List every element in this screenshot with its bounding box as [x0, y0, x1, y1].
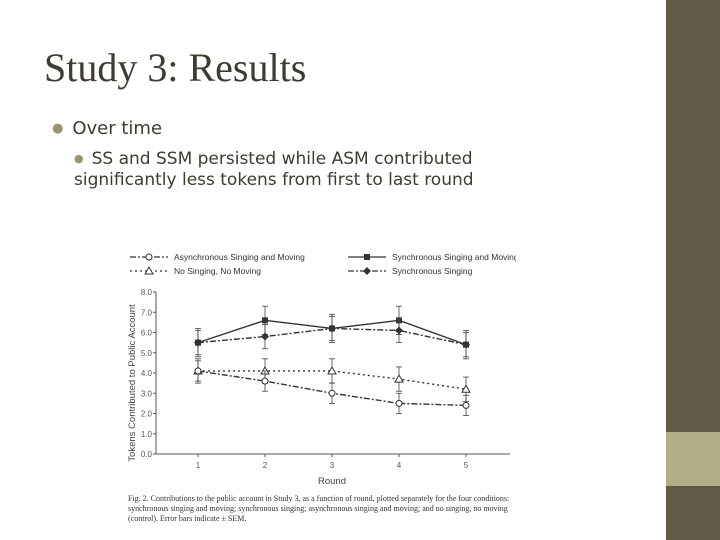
legend-label: Asynchronous Singing and Moving [174, 252, 305, 262]
data-point-shape [394, 374, 404, 383]
bullet-2-text: SS and SSM persisted while ASM contribut… [74, 149, 474, 190]
data-point-shape [262, 317, 268, 324]
data-point-shape [261, 377, 269, 385]
data-point [327, 365, 337, 375]
data-point [261, 332, 269, 341]
data-point [261, 377, 269, 385]
data-point [395, 399, 403, 407]
bullet-dot-icon: ● [74, 152, 84, 165]
x-axis-label: Round [318, 476, 346, 487]
x-tick-label: 5 [464, 461, 469, 470]
legend-marker-shape [364, 254, 370, 260]
bullet-1-text: Over time [72, 118, 163, 139]
legend-marker-shape [145, 253, 153, 261]
x-tick-label: 1 [196, 461, 201, 470]
y-tick-label: 8.0 [141, 288, 153, 297]
data-point [194, 338, 202, 347]
data-point-shape [327, 365, 337, 375]
legend-label: Synchronous Singing [392, 266, 473, 276]
data-point [328, 389, 336, 397]
data-point [462, 340, 470, 349]
data-point-shape [462, 401, 470, 409]
data-point-shape [395, 326, 403, 335]
y-tick-label: 1.0 [141, 430, 153, 439]
y-tick-label: 0.0 [141, 450, 153, 459]
line-chart: Asynchronous Singing and Moving Synchrono… [127, 252, 519, 487]
legend-marker [145, 253, 153, 261]
data-point-shape [461, 384, 471, 393]
data-point-shape [462, 340, 470, 349]
y-tick-label: 5.0 [141, 349, 153, 358]
sidebar-accent-block [666, 432, 720, 486]
bullet-level-2: ● SS and SSM persisted while ASM contribu… [74, 148, 534, 191]
data-point-shape [261, 332, 269, 341]
x-tick-label: 2 [263, 461, 268, 470]
bullet-level-1: ● Over time [52, 118, 162, 139]
legend-marker [144, 265, 154, 275]
x-tick-label: 4 [397, 461, 402, 470]
data-point [395, 326, 403, 335]
data-point [328, 324, 336, 333]
data-point [262, 317, 268, 324]
data-point-shape [194, 367, 202, 375]
bullet-dot-icon: ● [52, 121, 64, 136]
slide-title: Study 3: Results [44, 45, 307, 90]
legend-marker [363, 267, 371, 275]
figure: Asynchronous Singing and Moving Synchrono… [122, 244, 519, 526]
data-point-shape [194, 338, 202, 347]
legend-label: Synchronous Singing and Moving [392, 252, 516, 262]
y-tick-label: 2.0 [141, 410, 153, 419]
legend-label: No Singing, No Moving [174, 266, 261, 276]
y-axis-label: Tokens Contributed to Public Account [127, 304, 138, 462]
data-point-shape [395, 399, 403, 407]
figure-caption: Fig. 2. Contributions to the public acco… [128, 494, 510, 523]
x-tick-label: 3 [330, 461, 335, 470]
legend-marker [364, 254, 370, 260]
y-tick-label: 3.0 [141, 389, 153, 398]
legend-marker-shape [363, 267, 371, 275]
data-point [461, 384, 471, 393]
data-point [462, 401, 470, 409]
data-point-shape [328, 389, 336, 397]
data-point-shape [328, 324, 336, 333]
y-tick-label: 7.0 [141, 308, 153, 317]
data-point [394, 374, 404, 383]
y-tick-label: 4.0 [141, 369, 153, 378]
legend-marker-shape [144, 265, 154, 275]
y-tick-label: 6.0 [141, 329, 153, 338]
data-point [194, 367, 202, 375]
